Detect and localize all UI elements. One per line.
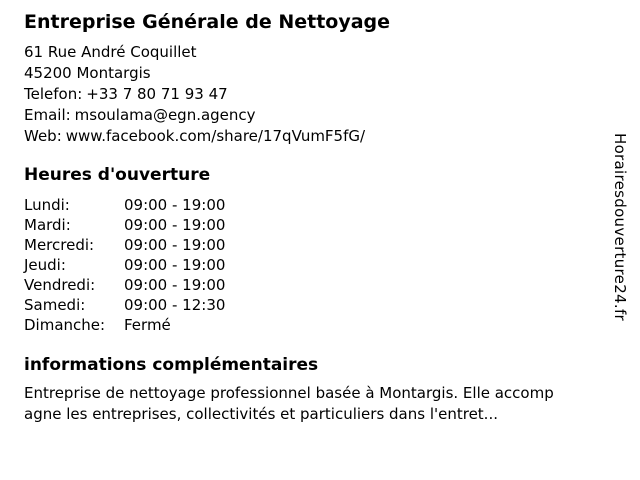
page-title: Entreprise Générale de Nettoyage xyxy=(24,11,391,33)
day-label: Mardi: xyxy=(24,216,71,234)
day-time: 09:00 - 19:00 xyxy=(124,256,226,274)
day-label: Vendredi: xyxy=(24,276,96,294)
day-time: 09:00 - 19:00 xyxy=(124,196,226,214)
hours-row-wednesday: Mercredi: 09:00 - 19:00 xyxy=(24,235,640,255)
site-watermark-vertical: Horairesdouverture24.fr xyxy=(611,133,629,321)
day-time: 09:00 - 19:00 xyxy=(124,216,226,234)
address-line-1: 61 Rue André Coquillet xyxy=(24,43,197,61)
additional-info-paragraph: Entreprise de nettoyage professionnel ba… xyxy=(24,383,640,425)
hours-heading: Heures d'ouverture xyxy=(24,165,211,185)
email-value: msoulama@egn.agency xyxy=(74,106,256,124)
hours-row-saturday: Samedi: 09:00 - 12:30 xyxy=(24,295,640,315)
email-line: Email: msoulama@egn.agency xyxy=(24,105,640,126)
day-label: Samedi: xyxy=(24,296,86,314)
web-value: www.facebook.com/share/17qVumF5fG/ xyxy=(65,127,366,145)
phone-value: +33 7 80 71 93 47 xyxy=(86,85,228,103)
hours-row-monday: Lundi: 09:00 - 19:00 xyxy=(24,195,640,215)
hours-row-friday: Vendredi: 09:00 - 19:00 xyxy=(24,275,640,295)
day-label: Lundi: xyxy=(24,196,70,214)
info-line-2: agne les entreprises, collectivités et p… xyxy=(24,405,498,423)
info-line-1: Entreprise de nettoyage professionnel ba… xyxy=(24,384,554,402)
contact-block: 61 Rue André Coquillet 45200 Montargis T… xyxy=(24,42,640,147)
phone-label: Telefon: xyxy=(24,85,83,103)
day-label: Dimanche: xyxy=(24,316,106,334)
day-time: 09:00 - 12:30 xyxy=(124,296,226,314)
phone-line: Telefon: +33 7 80 71 93 47 xyxy=(24,84,640,105)
hours-row-thursday: Jeudi: 09:00 - 19:00 xyxy=(24,255,640,275)
hours-row-tuesday: Mardi: 09:00 - 19:00 xyxy=(24,215,640,235)
day-label: Jeudi: xyxy=(24,256,66,274)
day-label: Mercredi: xyxy=(24,236,95,254)
web-line: Web: www.facebook.com/share/17qVumF5fG/ xyxy=(24,126,640,147)
address-line-2: 45200 Montargis xyxy=(24,64,151,82)
hours-row-sunday: Dimanche: Fermé xyxy=(24,315,640,335)
day-time: 09:00 - 19:00 xyxy=(124,236,226,254)
web-label: Web: xyxy=(24,127,62,145)
day-time: Fermé xyxy=(124,316,171,334)
email-label: Email: xyxy=(24,106,71,124)
day-time: 09:00 - 19:00 xyxy=(124,276,226,294)
additional-info-heading: informations complémentaires xyxy=(24,355,319,375)
hours-table: Lundi: 09:00 - 19:00 Mardi: 09:00 - 19:0… xyxy=(24,195,640,335)
